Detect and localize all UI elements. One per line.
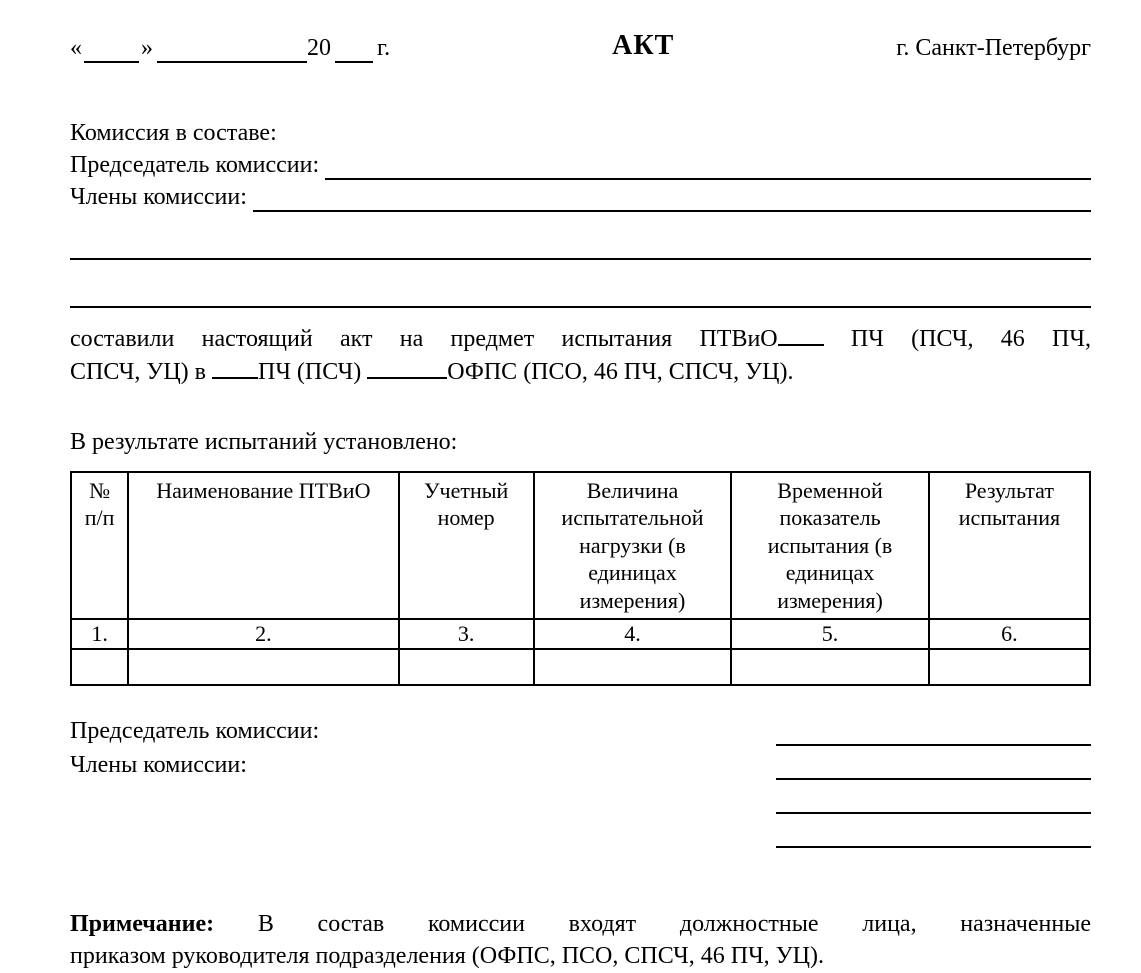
date-month-blank[interactable] bbox=[157, 37, 307, 63]
sig-members-line-3[interactable] bbox=[776, 824, 1091, 848]
colnum-4: 4. bbox=[534, 619, 732, 649]
sig-members-line-2[interactable] bbox=[776, 790, 1091, 814]
sig-members-line-1[interactable] bbox=[776, 756, 1091, 780]
header-row: « » 20 г. АКТ г. Санкт-Петербург bbox=[70, 28, 1091, 63]
cell-4[interactable] bbox=[534, 649, 732, 685]
subject-blank-2[interactable] bbox=[212, 355, 258, 379]
signatures-block: Председатель комиссии: Члены комиссии: bbox=[70, 714, 1091, 848]
subject-blank-3[interactable] bbox=[367, 355, 447, 379]
colnum-2: 2. bbox=[128, 619, 398, 649]
table-data-row bbox=[71, 649, 1090, 685]
subject-l2c: ОФПС (ПСО, 46 ПЧ, СПСЧ, УЦ). bbox=[447, 359, 793, 385]
th-num: № п/п bbox=[71, 472, 128, 620]
chairman-blank[interactable] bbox=[325, 154, 1091, 180]
sig-members-label: Члены комиссии: bbox=[70, 750, 247, 780]
table-header-row: № п/п Наименование ПТВиО Учетный номер В… bbox=[71, 472, 1090, 620]
members-blank-1[interactable] bbox=[253, 186, 1091, 212]
cell-3[interactable] bbox=[399, 649, 534, 685]
th-result: Результат испытания bbox=[929, 472, 1090, 620]
act-form-page: « » 20 г. АКТ г. Санкт-Петербург Комисси… bbox=[0, 0, 1141, 959]
note-prefix: Примечание: bbox=[70, 911, 214, 937]
th-load: Величина испытательной нагрузки (в едини… bbox=[534, 472, 732, 620]
colnum-3: 3. bbox=[399, 619, 534, 649]
subject-l2a: СПСЧ, УЦ) в bbox=[70, 359, 212, 385]
colnum-1: 1. bbox=[71, 619, 128, 649]
date-year-blank[interactable] bbox=[335, 37, 373, 63]
sig-chair-line[interactable] bbox=[776, 722, 1091, 746]
date-close-quote: » bbox=[141, 33, 153, 63]
date-day-blank[interactable] bbox=[84, 37, 139, 63]
subject-paragraph: составили настоящий акт на предмет испыт… bbox=[70, 322, 1091, 389]
chairman-line: Председатель комиссии: bbox=[70, 150, 1091, 180]
members-blank-3[interactable] bbox=[70, 278, 1091, 308]
colnum-5: 5. bbox=[731, 619, 929, 649]
th-reg: Учетный номер bbox=[399, 472, 534, 620]
date-open-quote: « bbox=[70, 33, 82, 63]
cell-6[interactable] bbox=[929, 649, 1090, 685]
result-intro: В результате испытаний установлено: bbox=[70, 427, 1091, 457]
chairman-label: Председатель комиссии: bbox=[70, 150, 319, 180]
members-blank-2[interactable] bbox=[70, 230, 1091, 260]
subject-blank-1[interactable] bbox=[778, 322, 824, 346]
th-time: Временной показатель испытания (в единиц… bbox=[731, 472, 929, 620]
subject-l1b: ПЧ (ПСЧ, 46 ПЧ, bbox=[824, 326, 1091, 352]
footnote: Примечание: В состав комиссии входят дол… bbox=[70, 908, 1091, 973]
colnum-6: 6. bbox=[929, 619, 1090, 649]
results-table: № п/п Наименование ПТВиО Учетный номер В… bbox=[70, 471, 1091, 686]
sig-chair-row: Председатель комиссии: bbox=[70, 714, 1091, 746]
document-title: АКТ bbox=[612, 28, 674, 63]
th-name: Наименование ПТВиО bbox=[128, 472, 398, 620]
subject-l1a: составили настоящий акт на предмет испыт… bbox=[70, 326, 778, 352]
cell-1[interactable] bbox=[71, 649, 128, 685]
note-l2: приказом руководителя подразделения (ОФП… bbox=[70, 943, 824, 969]
commission-block: Комиссия в составе: Председатель комисси… bbox=[70, 118, 1091, 308]
members-label: Члены комиссии: bbox=[70, 182, 247, 212]
date-year-suffix: г. bbox=[377, 33, 390, 63]
sig-extra-row-1 bbox=[70, 782, 1091, 814]
cell-5[interactable] bbox=[731, 649, 929, 685]
note-l1: В состав комиссии входят должностные лиц… bbox=[214, 911, 1091, 937]
members-line: Члены комиссии: bbox=[70, 182, 1091, 212]
sig-members-row: Члены комиссии: bbox=[70, 748, 1091, 780]
city-label: г. Санкт-Петербург bbox=[896, 33, 1091, 63]
table-number-row: 1. 2. 3. 4. 5. 6. bbox=[71, 619, 1090, 649]
sig-chair-label: Председатель комиссии: bbox=[70, 716, 319, 746]
sig-extra-row-2 bbox=[70, 816, 1091, 848]
date-block: « » 20 г. bbox=[70, 33, 390, 63]
commission-heading: Комиссия в составе: bbox=[70, 118, 1091, 148]
date-year-prefix: 20 bbox=[307, 33, 331, 63]
cell-2[interactable] bbox=[128, 649, 398, 685]
subject-l2b: ПЧ (ПСЧ) bbox=[258, 359, 367, 385]
